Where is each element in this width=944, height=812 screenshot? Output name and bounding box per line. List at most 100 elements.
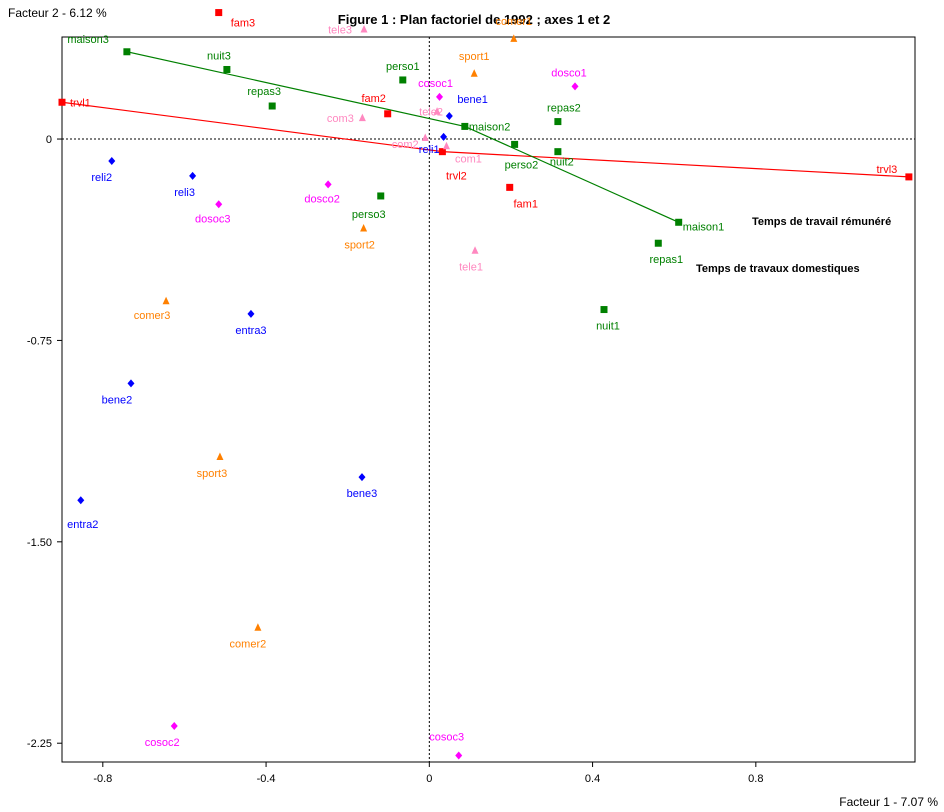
label-dosoc3: dosoc3 — [195, 213, 230, 225]
label-nuit1: nuit1 — [596, 321, 620, 333]
x-tick-label: 0.4 — [585, 773, 600, 785]
label-tele1: tele1 — [459, 262, 483, 274]
label-trvl3: trvl3 — [876, 164, 897, 176]
point-cosoc3 — [455, 751, 463, 760]
y-axis-label: Facteur 2 - 6.12 % — [8, 6, 107, 20]
label-maison2: maison2 — [469, 121, 511, 133]
point-perso2 — [511, 140, 519, 148]
x-tick-label: -0.8 — [93, 773, 112, 785]
y-tick-label: -2.25 — [27, 738, 52, 750]
label-cosoc1: cosoc1 — [418, 78, 453, 90]
point-tele2 — [433, 107, 441, 115]
point-repas2 — [554, 118, 562, 126]
label-perso2: perso2 — [505, 159, 539, 171]
label-perso3: perso3 — [352, 209, 386, 221]
x-tick-label: 0 — [426, 773, 432, 785]
point-maison3 — [123, 48, 131, 56]
point-reli1 — [440, 132, 448, 141]
point-dosco2 — [324, 180, 332, 189]
label-reli3: reli3 — [174, 187, 195, 199]
point-fam2 — [384, 110, 392, 118]
label-entra2: entra2 — [67, 519, 98, 531]
label-bene1: bene1 — [457, 94, 488, 106]
point-sport2 — [360, 223, 368, 232]
label-bene3: bene3 — [347, 488, 378, 500]
point-fam1 — [506, 183, 514, 191]
annotation-paid-work: Temps de travail rémunéré — [752, 216, 891, 228]
x-tick-label: 0.8 — [748, 773, 763, 785]
label-comer2: comer2 — [230, 639, 267, 651]
point-tele1 — [471, 246, 479, 254]
point-sport3 — [216, 452, 224, 460]
label-com2: com2 — [392, 139, 419, 151]
point-bene2 — [127, 379, 135, 388]
label-reli1: reli1 — [419, 144, 440, 156]
point-com3 — [358, 113, 366, 122]
point-comer2 — [254, 623, 262, 631]
point-maison2 — [461, 122, 469, 130]
point-dosoc3 — [215, 200, 223, 209]
label-com3: com3 — [327, 113, 354, 125]
point-reli2 — [108, 157, 116, 166]
label-dosco1: dosco1 — [551, 67, 586, 79]
point-cosoc1 — [436, 92, 444, 101]
label-perso1: perso1 — [386, 61, 420, 73]
label-fam2: fam2 — [361, 93, 385, 105]
point-nuit1 — [600, 306, 608, 314]
annotation-domestic-work: Temps de travaux domestiques — [696, 263, 860, 275]
label-reli2: reli2 — [91, 172, 112, 184]
point-nuit2 — [554, 148, 562, 156]
label-dosco2: dosco2 — [304, 193, 339, 205]
point-dosco1 — [571, 82, 579, 91]
point-bene1 — [445, 111, 453, 120]
chart-title: Figure 1 : Plan factoriel de 1992 ; axes… — [338, 12, 610, 27]
label-nuit2: nuit2 — [550, 157, 574, 169]
label-trvl1: trvl1 — [70, 97, 91, 109]
point-labels: maison3 nuit3 repas3 perso1 maison2 perso2 rep… — [67, 16, 897, 749]
plot-frame — [61, 36, 916, 763]
label-repas3: repas3 — [247, 86, 281, 98]
point-nuit3 — [223, 65, 231, 73]
point-bene3 — [358, 473, 366, 482]
point-trvl3 — [905, 173, 913, 181]
label-fam1: fam1 — [513, 198, 537, 210]
trajectory-temps-de-travail-r-mun-r — [61, 101, 909, 178]
label-tele2: tele2 — [419, 107, 443, 119]
point-perso1 — [399, 76, 407, 84]
y-tick-label: -0.75 — [27, 335, 52, 347]
point-trvl2 — [438, 148, 446, 156]
point-repas3 — [268, 102, 276, 110]
label-cosoc3: cosoc3 — [429, 732, 464, 744]
point-fam3 — [215, 9, 223, 17]
label-sport1: sport1 — [459, 51, 490, 63]
label-repas1: repas1 — [649, 254, 683, 266]
point-tele3 — [360, 24, 368, 33]
point-entra2 — [77, 496, 85, 505]
label-tele3: tele3 — [328, 24, 352, 36]
x-axis-label: Facteur 1 - 7.07 % — [839, 795, 938, 809]
label-entra3: entra3 — [235, 325, 266, 337]
axis-ticks: -0.8 -0.4 0 0.4 0.8 0 -0.75 -1.50 -2.25 — [27, 134, 764, 785]
point-sport1 — [470, 69, 478, 77]
point-comer1 — [510, 34, 518, 42]
label-bene2: bene2 — [102, 394, 133, 406]
label-maison1: maison1 — [683, 221, 725, 233]
zero-axes — [62, 37, 915, 762]
point-perso3 — [377, 192, 385, 200]
point-reli3 — [189, 171, 197, 180]
label-sport2: sport2 — [344, 239, 375, 251]
point-com2 — [421, 133, 429, 141]
y-tick-label: 0 — [46, 134, 52, 146]
label-trvl2: trvl2 — [446, 171, 467, 183]
label-nuit3: nuit3 — [207, 50, 231, 62]
label-sport3: sport3 — [197, 468, 228, 480]
point-repas1 — [654, 239, 662, 247]
point-trvl1 — [58, 98, 66, 106]
label-fam3: fam3 — [231, 18, 255, 30]
data-points — [58, 9, 913, 760]
label-comer3: comer3 — [134, 310, 171, 322]
point-comer3 — [162, 296, 170, 305]
label-comer1: comer1 — [495, 16, 532, 28]
label-repas2: repas2 — [547, 103, 581, 115]
